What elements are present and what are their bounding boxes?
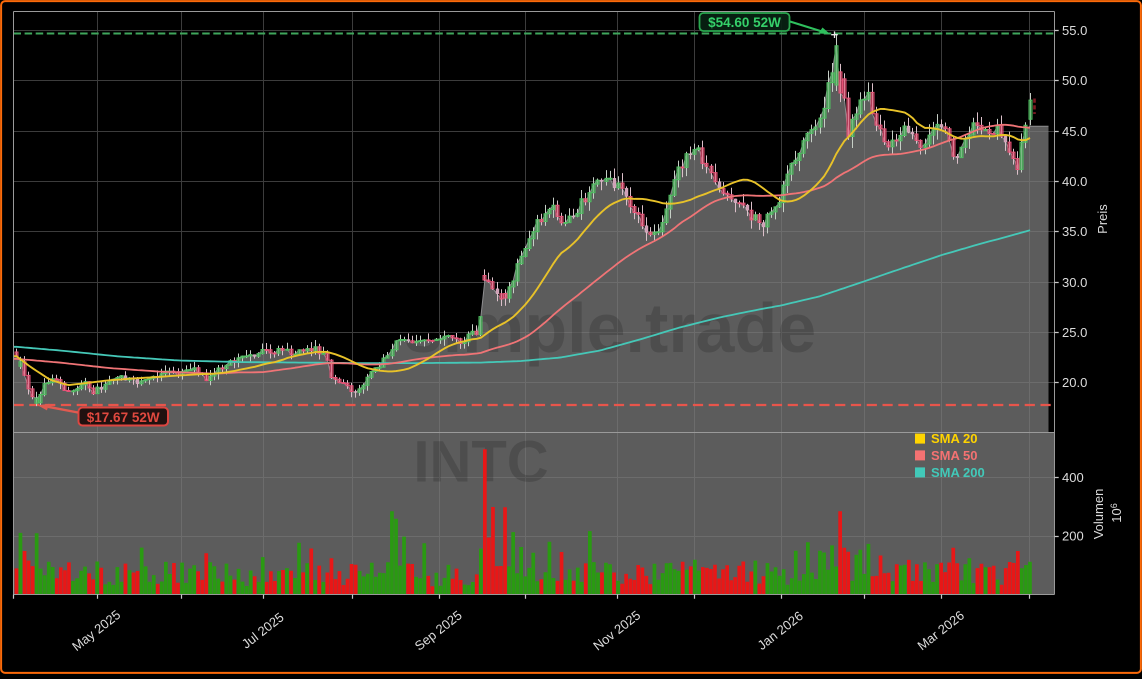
svg-text:35.0: 35.0 bbox=[1062, 224, 1087, 239]
svg-text:INTC: INTC bbox=[413, 430, 548, 495]
svg-text:45.0: 45.0 bbox=[1062, 124, 1087, 139]
svg-text:200: 200 bbox=[1062, 529, 1084, 544]
svg-text:400: 400 bbox=[1062, 470, 1084, 485]
svg-text:30.0: 30.0 bbox=[1062, 275, 1087, 290]
svg-text:SMA 50: SMA 50 bbox=[931, 448, 977, 463]
svg-text:20.0: 20.0 bbox=[1062, 375, 1087, 390]
svg-text:SMA 20: SMA 20 bbox=[931, 431, 977, 446]
svg-text:40.0: 40.0 bbox=[1062, 174, 1087, 189]
svg-text:$17.67 52W: $17.67 52W bbox=[87, 410, 160, 425]
svg-text:Preis: Preis bbox=[1095, 204, 1110, 234]
svg-text:50.0: 50.0 bbox=[1062, 73, 1087, 88]
svg-text:$54.60 52W: $54.60 52W bbox=[708, 15, 781, 30]
svg-text:55.0: 55.0 bbox=[1062, 23, 1087, 38]
svg-text:Volumen: Volumen bbox=[1091, 489, 1106, 540]
svg-text:25.0: 25.0 bbox=[1062, 325, 1087, 340]
svg-text:SMA 200: SMA 200 bbox=[931, 465, 985, 480]
